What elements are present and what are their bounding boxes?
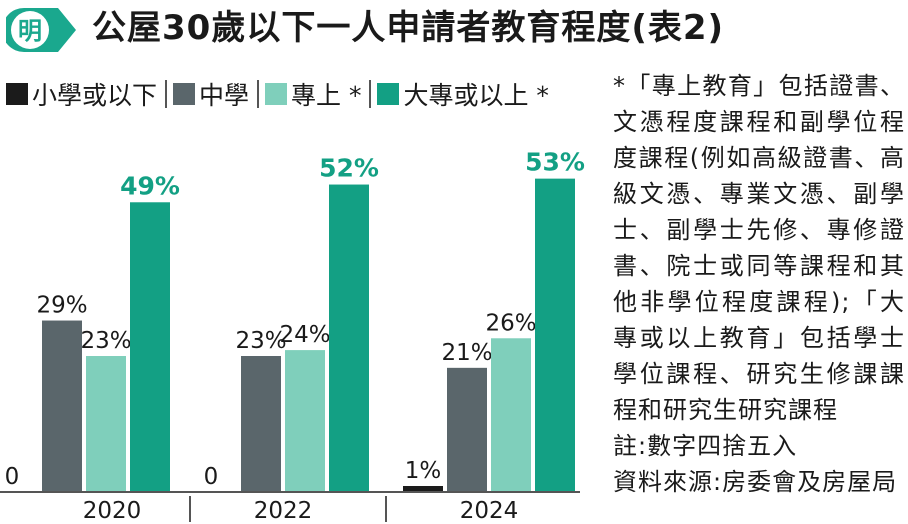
bar — [329, 184, 369, 493]
legend-swatch — [6, 83, 28, 105]
data-label: 23% — [80, 328, 131, 354]
legend-label: 中學 — [199, 81, 250, 110]
chart-title: 公屋30歲以下一人申請者教育程度(表2) — [92, 8, 725, 48]
legend-item: 專上 * — [265, 76, 361, 112]
x-tick-label: 2024 — [460, 498, 519, 524]
bar — [491, 338, 531, 492]
legend-swatch — [265, 83, 288, 105]
bar — [241, 356, 281, 492]
legend-swatch — [377, 83, 400, 105]
legend-item: 小學或以下 — [6, 76, 157, 112]
legend-item: 大專或以上 * — [377, 76, 549, 112]
legend-item: 中學 — [173, 76, 249, 112]
bar — [403, 486, 443, 492]
data-label: 0 — [5, 464, 20, 490]
x-tick-label: 2022 — [254, 498, 313, 524]
footnote: *「專上教育」包括證書、文憑程度課程和副學位程度課程(例如高級證書、高級文憑、專… — [613, 72, 905, 496]
badge-text: 明 — [18, 16, 42, 45]
legend-separator — [257, 80, 260, 108]
ming-pao-logo-icon: 明 — [6, 8, 76, 52]
legend-swatch — [173, 83, 196, 105]
legend-label: 小學或以下 — [32, 81, 158, 110]
bar — [42, 320, 82, 492]
data-label: 49% — [120, 171, 180, 200]
data-label: 29% — [36, 293, 87, 319]
legend: 小學或以下 中學 專上 * 大專或以上 * — [6, 76, 549, 112]
data-label: 23% — [235, 328, 286, 354]
data-label: 24% — [279, 322, 330, 348]
data-label: 21% — [441, 340, 492, 366]
data-label: 1% — [405, 458, 442, 484]
title-bar: 明 公屋30歲以下一人申請者教育程度(表2) — [0, 0, 908, 66]
bar — [86, 356, 126, 492]
badge-circle — [11, 11, 49, 49]
legend-separator — [369, 80, 372, 108]
x-tick-label: 2020 — [83, 498, 142, 524]
data-label: 52% — [319, 154, 379, 183]
bar-chart: 029%23%49%2020023%24%52%20221%21%26%53%2… — [0, 148, 585, 524]
bar — [285, 350, 325, 492]
bar — [535, 178, 575, 492]
data-label: 26% — [485, 310, 536, 336]
legend-label: 專上 * — [291, 81, 362, 110]
legend-separator — [165, 80, 168, 108]
data-label: 0 — [204, 464, 219, 490]
legend-label: 大專或以上 * — [403, 81, 549, 110]
data-label: 53% — [525, 148, 585, 177]
bar — [447, 367, 487, 492]
bar — [130, 202, 170, 492]
